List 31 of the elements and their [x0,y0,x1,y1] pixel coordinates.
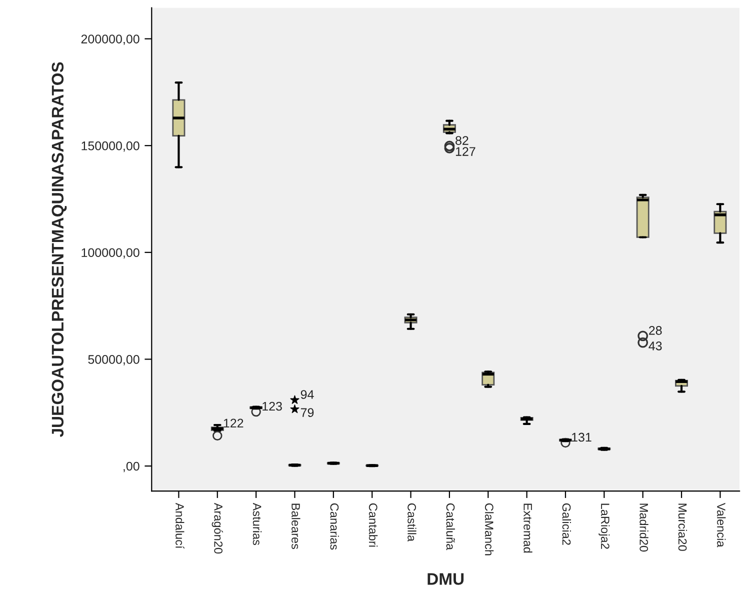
x-tick-label: Madrid20 [640,504,648,552]
annotation: 123 [262,402,282,411]
y-tick-label: ,00 [124,462,140,472]
x-tick-label: Cataluña [446,503,455,550]
annotation: 82 [456,136,468,145]
y-tick-label: 200000,00 [81,34,140,45]
y-tick-label: 150000,00 [82,141,140,152]
annotation: 127 [456,147,476,156]
annotation: 28 [649,326,662,335]
x-tick-label: Andalucí [176,502,184,549]
y-axis-title: JUEGOAUTOLPRESENTMAQUINASAPARATOS [52,62,67,438]
x-tick-label: LaRioja2 [598,504,610,549]
annotation: 94 [300,390,314,399]
x-tick-label: Canarias [330,503,339,550]
annotation: 131 [572,432,592,442]
x-tick-label: Galicia2 [562,503,571,545]
y-tick-label: 50000,00 [88,355,140,366]
x-tick-label: Asturias [252,502,262,546]
x-tick-label: Valencia [717,502,726,548]
y-tick-label: 100000,00 [82,248,140,259]
x-tick-label: Baleares [292,504,300,549]
x-tick-label: Murcia20 [678,504,688,551]
annotation: 122 [224,418,244,428]
x-tick-label: Castilla [408,503,416,542]
annotation: 43 [648,341,662,350]
x-tick-label: Aragón20 [212,502,223,554]
x-axis-title: DMU [428,573,464,585]
x-tick-label: Cantabri [368,503,378,547]
annotation: 79 [300,408,314,417]
x-tick-label: ClaManch [484,503,494,556]
x-tick-label: Extremad [524,504,532,553]
